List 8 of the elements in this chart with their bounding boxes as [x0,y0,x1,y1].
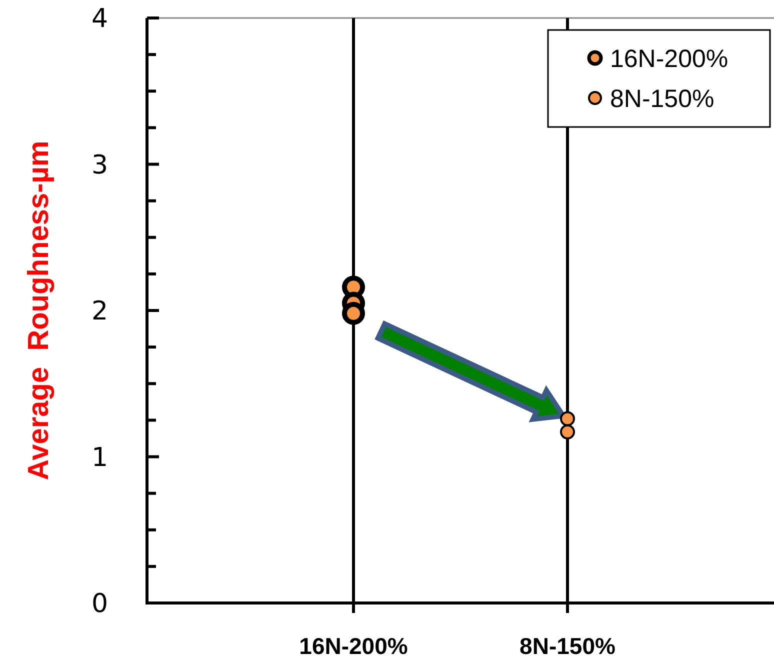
y-tick-label: 2 [91,296,108,327]
y-tick-label: 4 [91,4,108,34]
legend-label: 16N-200% [610,44,728,73]
y-tick-label: 3 [91,150,108,180]
y-tick-label: 1 [91,442,108,473]
y-tick-label: 0 [91,589,108,620]
y-axis-title: Average Roughness-µm [23,140,55,480]
legend-label: 8N-150% [610,84,714,113]
